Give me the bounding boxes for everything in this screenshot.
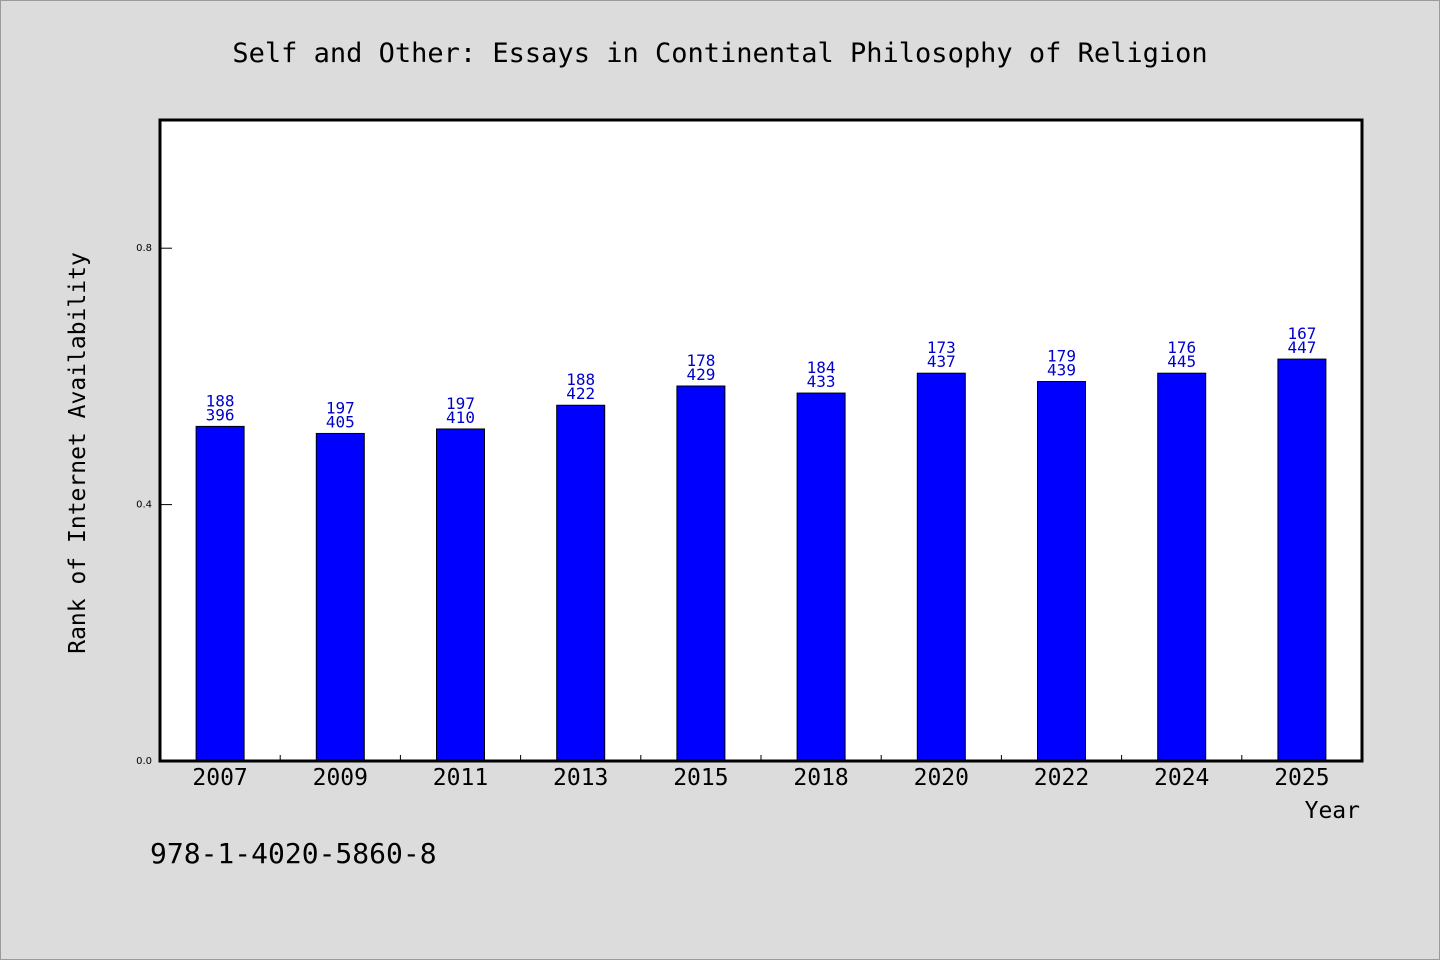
bar-label-bottom-2020: 437 <box>927 352 956 371</box>
x-tick-label-2024: 2024 <box>1154 765 1209 791</box>
x-tick-label-2020: 2020 <box>914 765 969 791</box>
bar-2024 <box>1157 372 1207 762</box>
x-tick-label-2011: 2011 <box>433 765 488 791</box>
bar-2022 <box>1037 381 1086 762</box>
x-tick-label-2013: 2013 <box>553 765 608 791</box>
bar-label-top-2007: 188 <box>206 391 235 410</box>
y-axis-title: Rank of Internet Availability <box>65 252 91 654</box>
bar-label-top-2009: 197 <box>326 398 355 417</box>
x-tick-label-2025: 2025 <box>1274 765 1329 791</box>
x-tick-label-2015: 2015 <box>673 765 728 791</box>
bar-label-bottom-2018: 433 <box>807 372 836 391</box>
bar-2011 <box>436 428 485 762</box>
x-tick-label-2007: 2007 <box>192 765 247 791</box>
x-axis-title: Year <box>1305 798 1360 824</box>
bar-label-top-2025: 167 <box>1287 324 1316 343</box>
y-tick-label-0.4: 0.4 <box>136 500 152 511</box>
x-tick-label-2022: 2022 <box>1034 765 1089 791</box>
bar-label-top-2011: 197 <box>446 394 475 413</box>
bar-label-top-2022: 179 <box>1047 347 1076 366</box>
bar-label-bottom-2009: 405 <box>326 412 355 431</box>
bar-2009 <box>315 432 365 762</box>
bar-label-top-2020: 173 <box>927 338 956 357</box>
bar-label-top-2013: 188 <box>566 370 595 389</box>
y-tick-label-0.8: 0.8 <box>136 243 152 254</box>
bar-label-bottom-2025: 447 <box>1287 338 1316 357</box>
x-tick-label-2009: 2009 <box>313 765 368 791</box>
bar-label-top-2024: 176 <box>1167 338 1196 357</box>
isbn-label: 978-1-4020-5860-8 <box>150 837 437 870</box>
bar-label-bottom-2022: 439 <box>1047 361 1076 380</box>
bar-label-bottom-2015: 429 <box>686 365 715 384</box>
chart-title: Self and Other: Essays in Continental Ph… <box>232 38 1207 69</box>
bar-label-bottom-2011: 410 <box>446 408 475 427</box>
bar-2018 <box>796 392 846 762</box>
x-tick-label-2018: 2018 <box>793 765 848 791</box>
bar-label-bottom-2007: 396 <box>206 405 235 424</box>
bar-2015 <box>676 385 726 762</box>
bar-label-bottom-2013: 422 <box>566 384 595 403</box>
bar-2013 <box>556 404 606 762</box>
bar-2007 <box>195 425 245 762</box>
bar-2020 <box>916 372 966 762</box>
bar-label-top-2018: 184 <box>807 358 836 377</box>
plot-frame <box>158 118 1364 763</box>
x-axis: 2007 2009 2011 2013 2015 2018 2020 2022 2024 2025 <box>192 755 1330 791</box>
y-tick-label-0.0: 0.0 <box>136 756 152 767</box>
bar-label-bottom-2024: 445 <box>1167 352 1196 371</box>
bars <box>195 358 1327 762</box>
bar-2025 <box>1277 358 1327 762</box>
bar-label-top-2015: 178 <box>686 351 715 370</box>
